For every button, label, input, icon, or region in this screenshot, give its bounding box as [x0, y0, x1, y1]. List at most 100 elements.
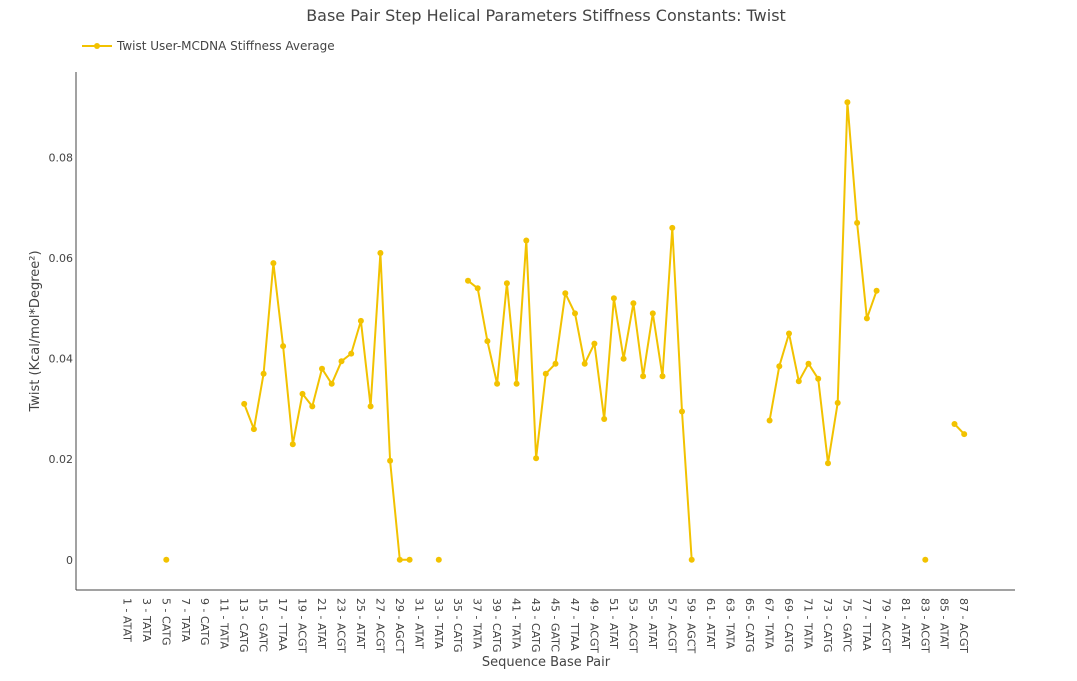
x-tick-label: 71 - TATA — [802, 598, 815, 649]
data-point[interactable] — [669, 224, 676, 231]
x-tick-label: 25 - ATAT — [354, 598, 367, 649]
data-point[interactable] — [825, 460, 831, 467]
data-point[interactable] — [620, 355, 627, 362]
data-point[interactable] — [688, 556, 695, 563]
y-tick-labels: 0 0.02 0.04 0.06 0.08 — [49, 151, 74, 566]
x-tick-label: 77 - TTAA — [860, 598, 873, 651]
data-point[interactable] — [406, 556, 413, 563]
data-point[interactable] — [465, 277, 471, 284]
x-tick-label: 47 - TTAA — [568, 598, 581, 651]
data-point[interactable] — [250, 426, 257, 433]
x-tick-label: 1 - ATAT — [120, 598, 133, 642]
data-point[interactable] — [163, 556, 170, 563]
x-tick-label: 39 - CATG — [490, 598, 503, 653]
data-point[interactable] — [659, 373, 666, 380]
data-point[interactable] — [640, 373, 647, 380]
x-tick-label: 5 - CATG — [159, 598, 172, 646]
data-point[interactable] — [289, 441, 296, 448]
data-point[interactable] — [260, 370, 267, 377]
data-point[interactable] — [503, 280, 510, 287]
data-point[interactable] — [786, 330, 792, 337]
plot-area: 0 0.02 0.04 0.06 0.08 1 - ATAT 3 - TATA 5 - CA… — [49, 72, 1015, 653]
data-point[interactable] — [815, 375, 822, 382]
data-point[interactable] — [533, 455, 540, 462]
series-lines — [243, 101, 965, 561]
x-tick-label: 81 - ATAT — [899, 598, 912, 649]
x-tick-label: 43 - CATG — [529, 598, 542, 653]
data-point[interactable] — [474, 285, 481, 292]
data-point[interactable] — [280, 343, 287, 350]
data-point[interactable] — [795, 378, 802, 385]
data-point[interactable] — [377, 250, 384, 256]
data-point[interactable] — [805, 360, 812, 367]
data-point[interactable] — [610, 295, 617, 302]
x-tick-label: 75 - GATC — [840, 598, 853, 652]
x-tick-label: 11 - TATA — [218, 598, 231, 649]
data-point[interactable] — [396, 556, 403, 563]
series-line-segment — [467, 226, 693, 560]
data-point[interactable] — [679, 408, 685, 415]
y-tick-label: 0.02 — [49, 453, 74, 466]
series-points — [163, 99, 968, 563]
data-point[interactable] — [854, 219, 861, 226]
data-point[interactable] — [387, 457, 394, 464]
data-point[interactable] — [951, 421, 958, 427]
data-point[interactable] — [961, 431, 968, 438]
data-point[interactable] — [348, 350, 355, 357]
x-tick-label: 73 - CATG — [821, 598, 834, 653]
data-point[interactable] — [552, 360, 559, 367]
data-point[interactable] — [319, 365, 325, 372]
data-point[interactable] — [649, 310, 656, 317]
data-point[interactable] — [270, 260, 277, 267]
data-point[interactable] — [328, 380, 335, 387]
data-point[interactable] — [513, 380, 520, 387]
x-tick-label: 37 - TATA — [471, 598, 484, 649]
data-point[interactable] — [776, 363, 783, 370]
x-tick-label: 41 - TATA — [510, 598, 523, 649]
data-point[interactable] — [834, 399, 841, 406]
data-point[interactable] — [435, 556, 442, 563]
x-tick-label: 51 - ATAT — [607, 598, 620, 649]
y-axis-title: Twist (Kcal/mol*Degree²) — [28, 250, 43, 412]
data-point[interactable] — [357, 317, 364, 324]
data-point[interactable] — [844, 99, 851, 106]
data-point[interactable] — [241, 400, 248, 407]
data-point[interactable] — [922, 556, 929, 563]
data-point[interactable] — [873, 287, 880, 294]
x-tick-label: 7 - TATA — [179, 598, 192, 642]
data-point[interactable] — [484, 338, 491, 345]
x-tick-label: 83 - ACGT — [918, 598, 931, 653]
data-point[interactable] — [367, 403, 374, 410]
legend[interactable]: Twist User-MCDNA Stiffness Average — [82, 39, 335, 53]
data-point[interactable] — [581, 360, 588, 367]
x-tick-label: 31 - ATAT — [412, 598, 425, 649]
x-tick-label: 21 - ATAT — [315, 598, 328, 649]
data-point[interactable] — [542, 370, 549, 377]
legend-marker — [94, 43, 100, 49]
x-axis-title: Sequence Base Pair — [482, 655, 611, 670]
data-point[interactable] — [601, 416, 608, 422]
data-point[interactable] — [299, 390, 306, 397]
x-tick-label: 53 - ACGT — [626, 598, 639, 653]
data-point[interactable] — [562, 290, 569, 297]
x-tick-label: 35 - CATG — [451, 598, 464, 653]
data-point[interactable] — [863, 315, 870, 322]
data-point[interactable] — [494, 380, 501, 387]
data-point[interactable] — [572, 310, 578, 317]
data-point[interactable] — [338, 358, 345, 365]
x-tick-label: 27 - ACGT — [373, 598, 386, 653]
x-tick-label: 3 - TATA — [140, 598, 153, 642]
y-tick-label: 0 — [66, 554, 73, 567]
data-point[interactable] — [766, 417, 773, 424]
x-tick-label: 61 - ATAT — [704, 598, 717, 649]
data-point[interactable] — [630, 300, 637, 307]
x-tick-label: 87 - ACGT — [957, 598, 970, 653]
data-point[interactable] — [309, 403, 316, 410]
data-point[interactable] — [591, 340, 598, 347]
x-tick-label: 15 - GATC — [257, 598, 270, 652]
x-tick-label: 49 - ACGT — [587, 598, 600, 653]
x-tick-label: 23 - ACGT — [334, 598, 347, 653]
x-tick-label: 13 - CATG — [237, 598, 250, 653]
data-point[interactable] — [523, 237, 530, 244]
